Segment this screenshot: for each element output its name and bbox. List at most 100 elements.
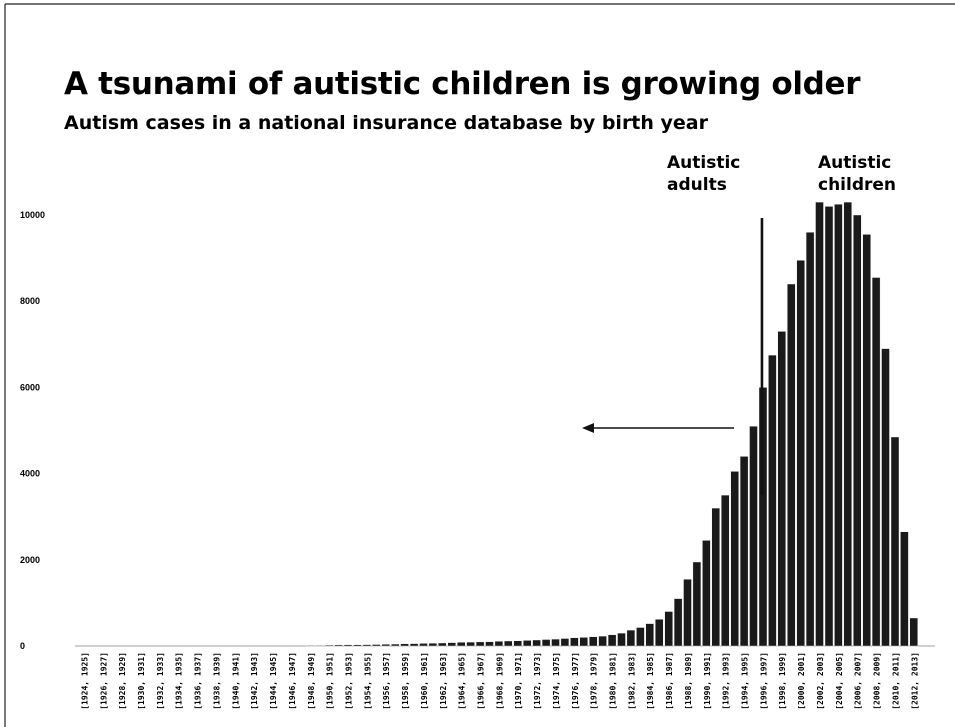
bar — [447, 642, 456, 647]
annotation-autistic-children: Autistic children — [818, 152, 896, 196]
arrow-head-icon — [582, 423, 594, 433]
annotation-children-line-2: children — [818, 175, 897, 195]
bar — [890, 436, 900, 647]
y-tick-label: 10000 — [20, 210, 45, 220]
bar — [824, 206, 834, 647]
annotation-adults-line-2: adults — [667, 175, 727, 195]
chart-subtitle: Autism cases in a national insurance dat… — [64, 112, 708, 134]
bar — [551, 638, 560, 647]
bar — [466, 641, 475, 647]
bar — [805, 231, 815, 647]
bar — [739, 456, 749, 647]
bar — [334, 644, 343, 647]
x-tick-label: [1940, 1941] — [231, 652, 240, 710]
bar — [579, 637, 588, 647]
bar — [504, 640, 513, 647]
bar — [617, 632, 626, 647]
x-tick-label: [1956, 1957] — [382, 652, 391, 710]
bar — [513, 640, 522, 647]
x-tick-label: [1958, 1959] — [401, 652, 410, 710]
bar — [598, 635, 607, 647]
y-tick-label: 6000 — [20, 382, 40, 392]
x-tick-label: [2000, 2001] — [797, 652, 806, 710]
x-tick-label: [2006, 2007] — [854, 652, 863, 710]
x-tick-label: [1984, 1985] — [646, 652, 655, 710]
x-tick-label: [1986, 1987] — [665, 652, 674, 710]
bar — [419, 643, 428, 647]
x-tick-label: [1924, 1925] — [80, 652, 89, 710]
y-tick-label: 8000 — [20, 296, 40, 306]
bar — [325, 644, 334, 647]
bar — [900, 531, 909, 647]
bar — [645, 623, 654, 647]
bar — [428, 643, 438, 647]
bar — [721, 494, 730, 647]
x-tick-label: [1954, 1955] — [363, 652, 372, 710]
chart-title: A tsunami of autistic children is growin… — [64, 66, 861, 102]
x-tick-label: [1968, 1969] — [495, 652, 504, 710]
x-tick-label: [1928, 1929] — [118, 652, 127, 710]
bar — [881, 348, 890, 647]
x-tick-label: [1974, 1975] — [552, 652, 561, 710]
bar — [343, 644, 353, 647]
bar — [655, 619, 664, 647]
x-tick-label: [1944, 1945] — [269, 652, 278, 710]
annotation-autistic-adults: Autistic adults — [667, 152, 740, 196]
x-tick-label: [1964, 1965] — [458, 652, 467, 710]
x-tick-label: [1946, 1947] — [288, 652, 297, 710]
x-tick-label: [1926, 1927] — [99, 652, 108, 710]
x-tick-label: [1952, 1953] — [345, 652, 354, 710]
bar — [664, 611, 673, 647]
x-tick-label: [1994, 1995] — [741, 652, 750, 710]
bar — [381, 644, 390, 647]
bar — [636, 627, 645, 647]
x-tick-label: [1990, 1991] — [703, 652, 712, 710]
x-tick-label: [1936, 1937] — [194, 652, 203, 710]
x-tick-label: [1982, 1983] — [627, 652, 636, 710]
y-tick-label: 4000 — [20, 469, 40, 479]
bar — [692, 561, 702, 647]
x-tick-label: [1950, 1951] — [326, 652, 335, 710]
bar — [673, 598, 683, 647]
bar — [475, 641, 485, 647]
bar — [834, 203, 843, 647]
bar — [315, 645, 324, 647]
x-tick-label: [1962, 1963] — [439, 652, 448, 710]
bar — [607, 634, 617, 647]
x-tick-label: [1934, 1935] — [175, 652, 184, 710]
y-tick-label: 0 — [20, 641, 25, 651]
bar — [353, 644, 362, 647]
bar — [777, 331, 786, 647]
bar — [570, 637, 579, 647]
bar — [862, 234, 871, 647]
x-tick-label: [1960, 1961] — [420, 652, 429, 710]
bar — [909, 617, 918, 647]
x-tick-label: [1942, 1943] — [250, 652, 259, 710]
bar — [391, 643, 400, 647]
bar — [589, 636, 598, 647]
bar — [306, 645, 315, 647]
x-tick-label: [1930, 1931] — [137, 652, 146, 710]
bar — [702, 540, 711, 647]
bar — [362, 644, 372, 647]
x-tick-label: [1998, 1999] — [778, 652, 787, 710]
bar — [400, 643, 409, 647]
x-tick-label: [1992, 1993] — [722, 652, 731, 710]
x-tick-label: [1938, 1939] — [212, 652, 221, 710]
bar — [815, 201, 824, 647]
bar — [532, 639, 541, 647]
x-tick-label: [2004, 2005] — [835, 652, 844, 710]
bar — [711, 507, 720, 647]
x-tick-label: [2002, 2003] — [816, 652, 825, 710]
bar — [560, 638, 570, 647]
bar — [626, 629, 636, 647]
x-tick-label: [2012, 2013] — [910, 652, 919, 710]
bar — [730, 471, 739, 647]
y-tick-label: 2000 — [20, 555, 40, 565]
bar — [843, 201, 852, 647]
bar — [787, 283, 796, 647]
bar — [409, 643, 419, 647]
x-tick-label: [1972, 1973] — [533, 652, 542, 710]
